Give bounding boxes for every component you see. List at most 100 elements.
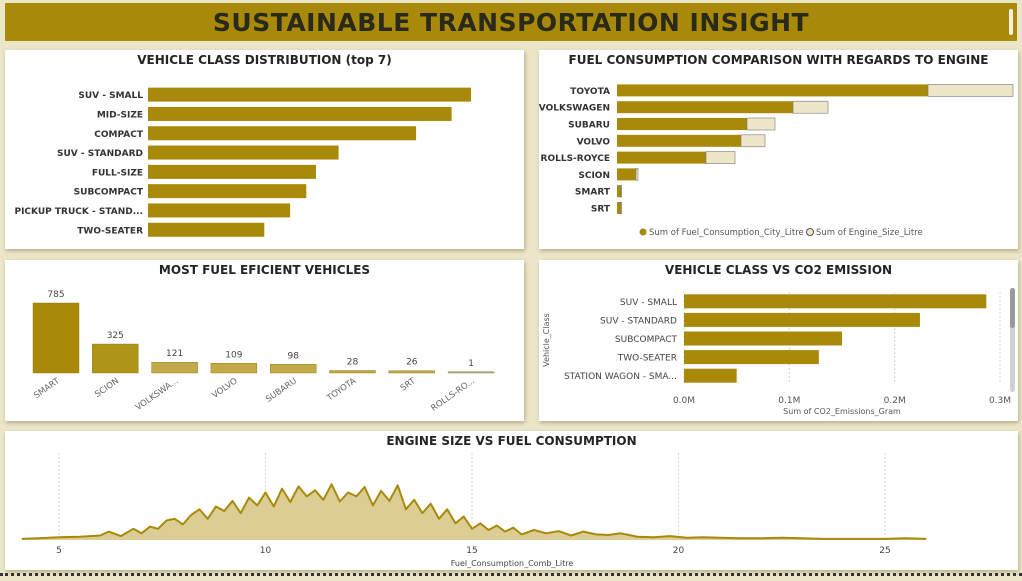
- category-label-suv-small: SUV - SMALL: [620, 298, 677, 308]
- category-label-volvo: VOLVO: [577, 137, 611, 147]
- category-label-full-size: FULL-SIZE: [92, 168, 143, 178]
- category-label-smart: SMART: [32, 376, 62, 401]
- bar-engine-smart: [620, 184, 622, 198]
- category-label-subaru: SUBARU: [568, 121, 610, 131]
- data-label-volkswa: 121: [166, 349, 183, 359]
- category-label-mid-size: MID-SIZE: [97, 110, 143, 120]
- x-tick-10: 10: [260, 546, 272, 556]
- category-label-subcompact: SUBCOMPACT: [615, 335, 678, 345]
- bar-scion: [92, 343, 139, 374]
- x-tick-15: 15: [466, 546, 477, 556]
- bar-fuel-smart: [617, 185, 621, 198]
- area-fill: [21, 484, 927, 540]
- vehicle-class-distribution-title: VEHICLE CLASS DISTRIBUTION (top 7): [137, 53, 392, 67]
- series-line: [21, 483, 927, 540]
- legend-label-fuel: Sum of Fuel_Consumption_City_Litre: [649, 228, 804, 238]
- x-tick-20: 20: [673, 546, 685, 556]
- category-label-suv-standard: SUV - STANDARD: [600, 316, 677, 326]
- most-fuel-efficient-panel: MOST FUEL EFICIENT VEHICLES 785 SMART 325 S…: [5, 260, 524, 421]
- most-fuel-efficient-chart: 785 SMART 325 SCION 121 VOLKSWA... 109 VOLVO 98 S…: [32, 290, 495, 414]
- bar-subcompact: [684, 331, 842, 346]
- fuel-vs-engine-panel: FUEL CONSUMPTION COMPARISON WITH REGARDS…: [539, 50, 1018, 249]
- bar-rolls-ro: [447, 371, 495, 374]
- fuel-vs-engine-chart: TOYOTA VOLKSWAGEN SUBARU VOLVO ROLLS-ROYCE SC…: [539, 84, 1014, 238]
- category-label-suv-small: SUV - SMALL: [78, 91, 143, 101]
- bar-engine-subaru: [746, 117, 776, 131]
- bar-subcompact: [148, 184, 307, 199]
- bar-suv-small: [148, 87, 471, 102]
- bar-fuel-srt: [617, 202, 621, 214]
- x-tick-1: 0.1M: [778, 396, 800, 406]
- data-label-toyota: 28: [347, 358, 359, 368]
- bar-smart: [32, 302, 80, 374]
- bar-srt: [388, 370, 435, 374]
- category-label-toyota: TOYOTA: [324, 376, 358, 404]
- bar-fuel-volkswagen: [617, 101, 793, 114]
- vehicle-class-distribution-panel: VEHICLE CLASS DISTRIBUTION (top 7) SUV -…: [5, 50, 524, 249]
- class-vs-co2-panel: VEHICLE CLASS VS CO2 EMISSION 0.0M 0.1M 0.…: [539, 260, 1018, 421]
- bar-fuel-rolls-royce: [617, 151, 706, 164]
- category-label-subcompact: SUBCOMPACT: [74, 188, 144, 198]
- category-label-scion: SCION: [93, 376, 121, 400]
- bar-subaru: [270, 364, 317, 374]
- bar-engine-toyota: [927, 84, 1014, 97]
- category-label-station-wagon-sma: STATION WAGON - SMA...: [564, 372, 677, 382]
- y-axis-title: Vehicle_Class: [542, 313, 551, 367]
- legend-marker-engine: [806, 228, 814, 236]
- bar-fuel-toyota: [617, 84, 928, 97]
- class-vs-co2-chart: 0.0M 0.1M 0.2M 0.3M SUV - SMALL SUV - STANDAR…: [542, 288, 1015, 416]
- category-label-compact: COMPACT: [94, 130, 144, 140]
- data-label-scion: 325: [107, 331, 124, 341]
- bottom-divider: [0, 573, 1022, 576]
- bar-engine-rolls-royce: [705, 151, 736, 164]
- x-tick-0: 0.0M: [673, 396, 695, 406]
- category-label-toyota: TOYOTA: [570, 87, 610, 97]
- vehicle-class-distribution-chart: SUV - SMALL MID-SIZE COMPACT SUV - STANDARD…: [14, 87, 471, 237]
- bar-mid-size: [148, 106, 452, 121]
- bar-engine-srt: [620, 201, 622, 215]
- fuel-vs-engine-title: FUEL CONSUMPTION COMPARISON WITH REGARDS…: [568, 53, 989, 67]
- category-label-volvo: VOLVO: [211, 376, 240, 401]
- bar-engine-volkswagen: [792, 100, 829, 114]
- bar-station-wagon-sma: [684, 368, 737, 383]
- data-label-subaru: 98: [287, 351, 299, 361]
- x-axis-title: Sum of CO2_Emissions_Gram: [783, 407, 901, 416]
- bar-full-size: [148, 164, 316, 179]
- category-label-srt: SRT: [399, 376, 418, 394]
- bar-compact: [148, 126, 417, 141]
- bar-engine-volvo: [740, 134, 766, 148]
- category-label-volkswa: VOLKSWA...: [134, 376, 181, 413]
- category-label-suv-standard: SUV - STANDARD: [57, 149, 143, 159]
- engine-vs-fuel-chart: 5 10 15 20 25 Fuel_Consumption_Comb_Litre: [21, 453, 927, 568]
- category-label-subaru: SUBARU: [264, 376, 299, 404]
- bar-suv-small: [684, 294, 987, 309]
- bar-two-seater: [684, 350, 819, 365]
- x-axis-title: Fuel_Consumption_Comb_Litre: [451, 559, 574, 568]
- dashboard-title-bar: SUSTAINABLE TRANSPORTATION INSIGHT: [5, 3, 1017, 41]
- dashboard-title: SUSTAINABLE TRANSPORTATION INSIGHT: [212, 7, 810, 37]
- engine-vs-fuel-title: ENGINE SIZE VS FUEL CONSUMPTION: [386, 434, 637, 448]
- data-label-volvo: 109: [225, 350, 242, 360]
- title-scrollbar[interactable]: [1009, 9, 1013, 35]
- category-label-scion: SCION: [578, 171, 610, 181]
- bar-engine-scion: [635, 168, 639, 181]
- legend-marker-fuel: [639, 228, 647, 236]
- category-label-smart: SMART: [575, 188, 611, 198]
- x-tick-3: 0.3M: [989, 396, 1011, 406]
- bar-suv-standard: [684, 312, 920, 327]
- data-label-smart: 785: [47, 290, 64, 300]
- category-label-pickup-truck-stand: PICKUP TRUCK - STAND...: [14, 207, 143, 217]
- chart-scrollbar-thumb: [1010, 288, 1015, 328]
- category-label-two-seater: TWO-SEATER: [77, 226, 143, 236]
- legend-label-engine: Sum of Engine_Size_Litre: [816, 228, 923, 238]
- bar-fuel-subaru: [617, 118, 747, 130]
- data-label-rolls-ro: 1: [468, 359, 474, 369]
- bar-suv-standard: [148, 145, 339, 160]
- category-label-rolls-royce: ROLLS-ROYCE: [541, 154, 610, 164]
- bar-fuel-scion: [617, 168, 636, 181]
- bar-fuel-volvo: [617, 134, 741, 147]
- x-tick-25: 25: [879, 546, 890, 556]
- x-tick-5: 5: [56, 546, 62, 556]
- category-label-rolls-ro: ROLLS-RO...: [429, 376, 476, 413]
- bar-pickup-truck-stand: [148, 203, 291, 218]
